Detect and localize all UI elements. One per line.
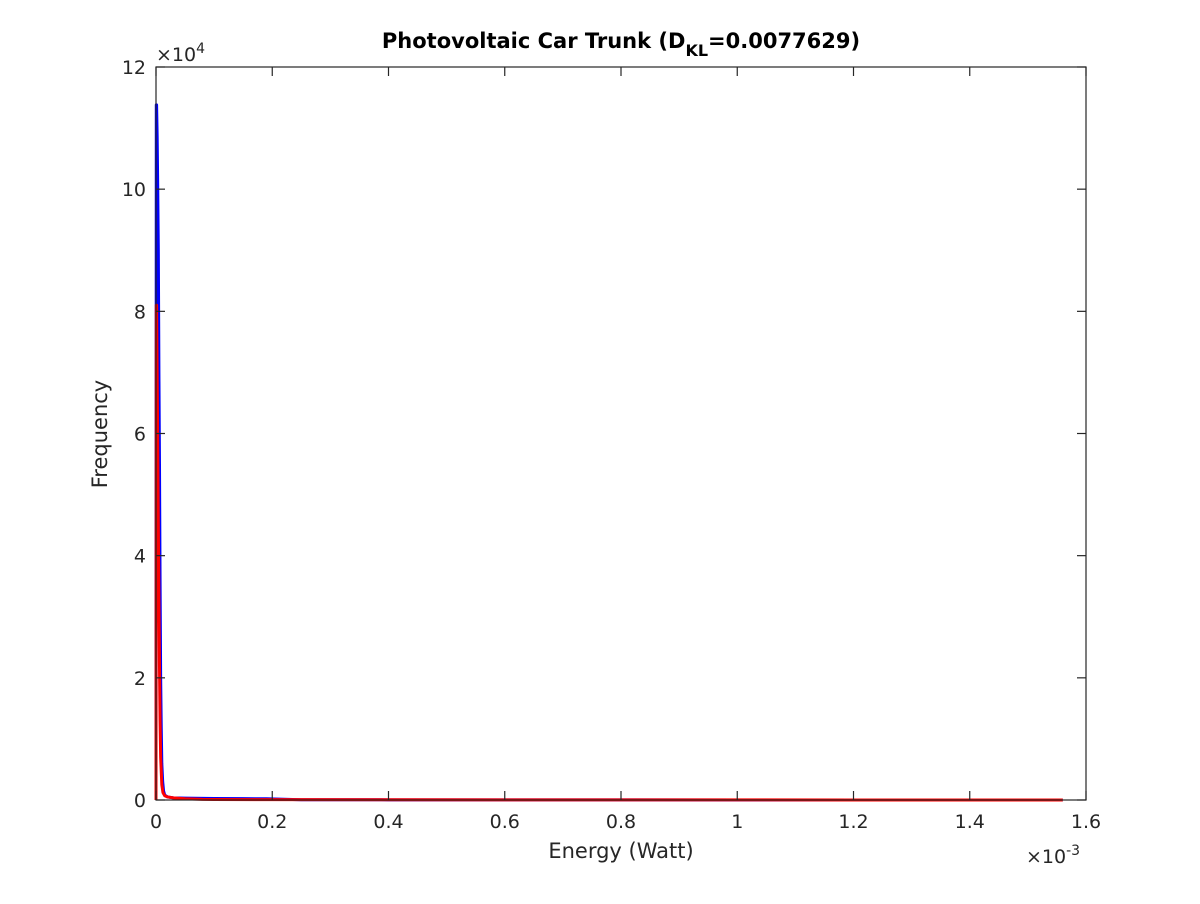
x-tick-label: 1.2 <box>838 811 868 833</box>
y-tick-label: 10 <box>122 179 146 201</box>
x-tick-label: 1.6 <box>1071 811 1101 833</box>
y-axis-label: Frequency <box>88 380 112 489</box>
chart-title-subscript: KL <box>685 41 708 60</box>
x-tick-label: 1 <box>731 811 743 833</box>
x-tick-label: 0.8 <box>606 811 636 833</box>
y-exponent-label: ×104 <box>156 41 205 66</box>
x-exponent-label: ×10-3 <box>1026 843 1080 868</box>
plot-area <box>156 67 1086 800</box>
x-tick-label: 0.6 <box>490 811 520 833</box>
x-tick-label: 0.4 <box>373 811 403 833</box>
y-tick-label: 8 <box>134 301 146 323</box>
x-ticks: 0 0.2 0.4 0.6 0.8 1 1.2 1.4 1.6 <box>150 67 1101 833</box>
y-ticks: 0 2 4 6 8 10 12 <box>122 57 1086 812</box>
chart-title: Photovoltaic Car Trunk (DKL=0.0077629) <box>382 29 860 60</box>
y-exponent-power: 4 <box>196 41 205 57</box>
y-tick-label: 0 <box>134 790 146 812</box>
x-axis-label: Energy (Watt) <box>548 839 693 863</box>
x-tick-label: 0.2 <box>257 811 287 833</box>
chart-title-suffix: =0.0077629) <box>708 29 860 53</box>
x-tick-label: 0 <box>150 811 162 833</box>
x-exponent-power: -3 <box>1066 843 1080 859</box>
y-tick-label: 12 <box>122 57 146 79</box>
y-tick-label: 2 <box>134 668 146 690</box>
y-tick-label: 6 <box>134 424 146 446</box>
y-tick-label: 4 <box>134 546 146 568</box>
x-tick-label: 1.4 <box>955 811 985 833</box>
